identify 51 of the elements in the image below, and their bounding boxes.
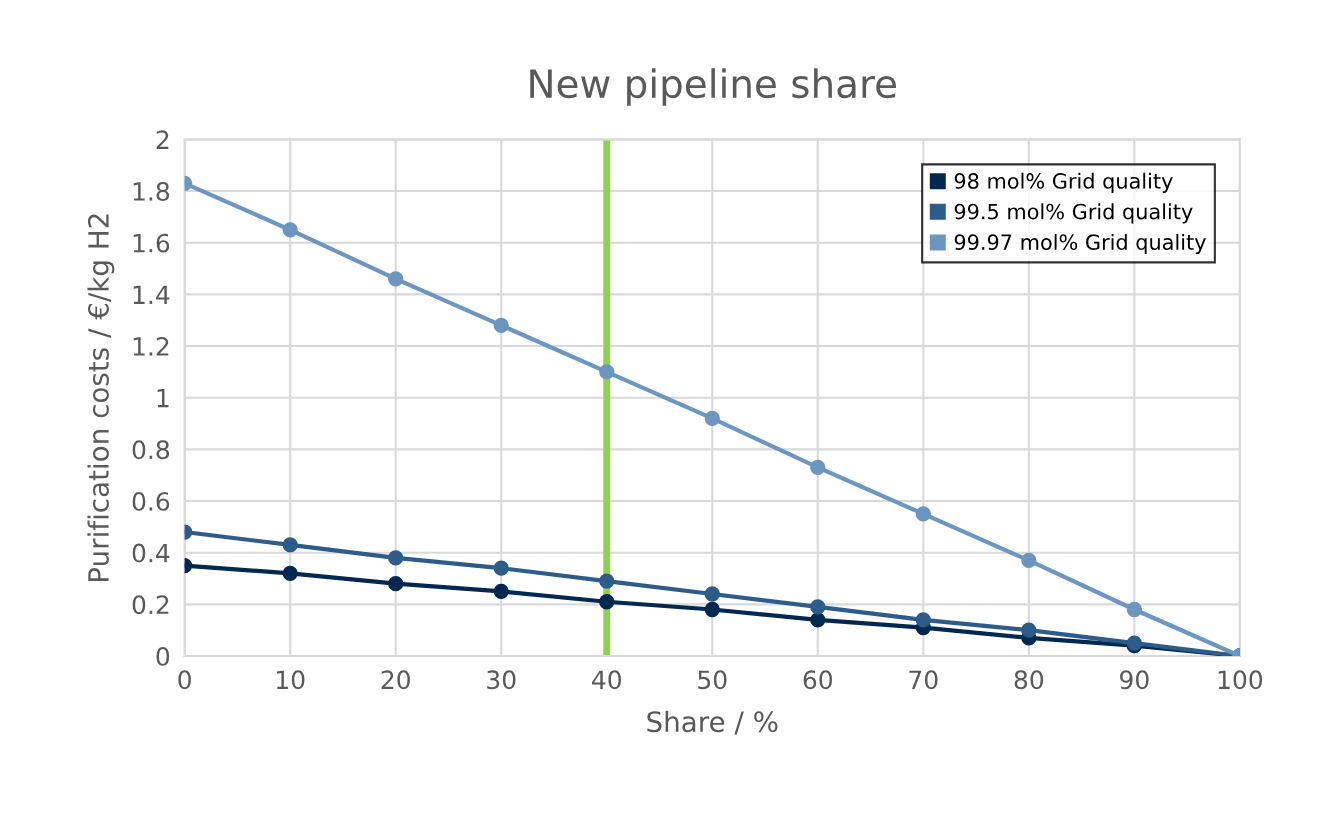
y-tick-label: 0 <box>156 646 170 666</box>
point <box>388 550 404 566</box>
legend-label: 98 mol% Grid quality <box>954 172 1173 193</box>
point <box>704 601 720 618</box>
point <box>704 410 720 427</box>
point <box>599 573 615 589</box>
point <box>810 459 826 476</box>
point <box>493 583 509 600</box>
point <box>493 317 509 334</box>
point <box>1021 552 1037 569</box>
y-tick-label: 1.6 <box>133 233 170 253</box>
point <box>493 560 509 576</box>
x-tick-label: 80 <box>1014 670 1044 690</box>
point <box>810 599 826 615</box>
y-tick-label: 1 <box>157 388 169 408</box>
x-tick-label: 100 <box>1218 670 1263 690</box>
y-tick-label: 0.4 <box>132 543 170 563</box>
chart-title: New pipeline share <box>530 68 896 106</box>
x-tick-label: 20 <box>381 670 410 690</box>
point <box>704 586 720 602</box>
x-tick-label: 60 <box>803 670 833 690</box>
x-tick-label: 90 <box>1120 670 1149 690</box>
legend-label: 99.97 mol% Grid quality <box>954 233 1206 255</box>
x-tick-label: 30 <box>487 670 516 690</box>
point <box>388 271 404 287</box>
x-tick-label: 10 <box>277 670 305 690</box>
point <box>282 222 298 238</box>
x-tick-label: 0 <box>178 670 191 690</box>
point <box>599 594 615 610</box>
point <box>915 612 931 628</box>
point <box>282 565 298 581</box>
y-tick-label: 1.4 <box>133 285 170 304</box>
point <box>1126 601 1142 618</box>
x-tick-label: 50 <box>698 670 727 690</box>
y-axis-title: Purification costs / €/kg H2 <box>87 214 115 582</box>
x-tick-label: 70 <box>909 670 938 690</box>
point <box>1021 622 1037 638</box>
point <box>810 612 826 628</box>
x-tick-label: 40 <box>592 670 621 690</box>
y-tick-label: 0.6 <box>132 491 170 511</box>
point <box>599 364 615 380</box>
point <box>388 576 404 592</box>
y-tick-label: 0.8 <box>132 440 170 460</box>
y-tick-label: 2 <box>156 130 169 149</box>
point <box>282 537 298 553</box>
y-tick-label: 1.8 <box>133 182 170 201</box>
y-tick-label: 1.2 <box>133 336 169 356</box>
y-tick-label: 0.2 <box>132 595 169 615</box>
x-axis-title: Share / % <box>647 710 778 735</box>
legend-label: 99.5 mol% Grid quality <box>954 203 1193 224</box>
point <box>915 506 931 522</box>
